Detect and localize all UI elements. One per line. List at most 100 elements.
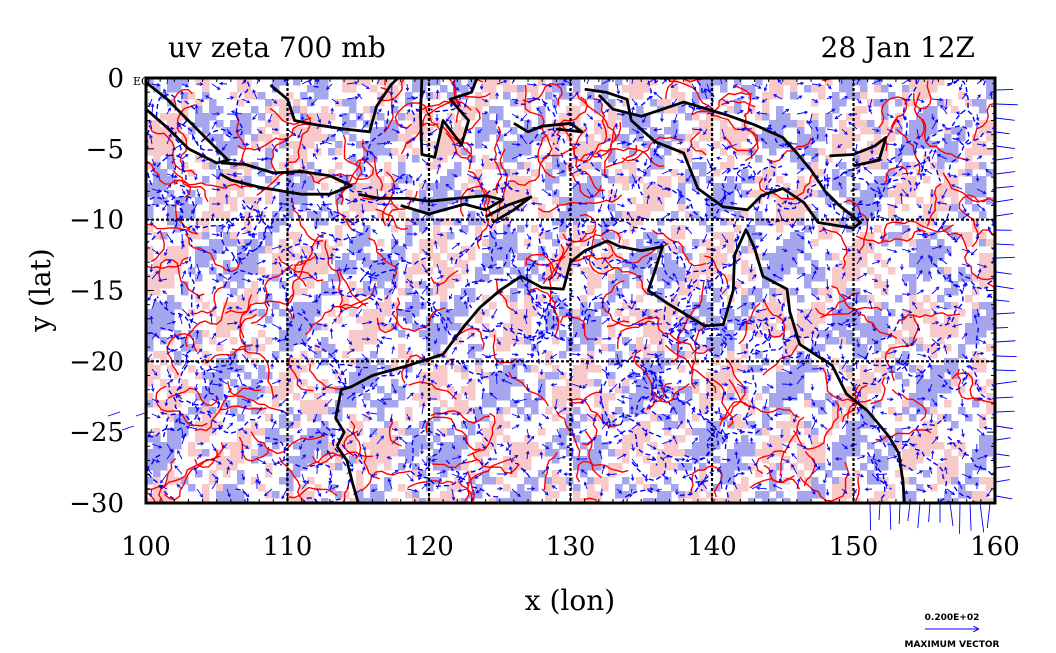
vorticity-contour (167, 387, 218, 407)
vorticity-contour (633, 349, 656, 401)
vorticity-contour (767, 138, 812, 163)
vorticity-cell (706, 393, 714, 401)
vorticity-cell (230, 484, 238, 492)
vorticity-cell (846, 134, 854, 142)
vorticity-cell (762, 491, 770, 499)
wind-vector-head (655, 153, 660, 157)
vorticity-cell (314, 127, 322, 135)
wind-vector (449, 120, 453, 130)
vorticity-cell (727, 232, 735, 240)
vorticity-cell (160, 169, 168, 177)
vorticity-cell (804, 309, 812, 317)
vorticity-cell (790, 393, 798, 401)
vorticity-cell (615, 134, 623, 142)
wind-vector (586, 113, 593, 120)
vorticity-cell (293, 232, 301, 240)
wind-vector-head (156, 83, 161, 87)
vorticity-cell (804, 498, 812, 503)
vorticity-cell (419, 400, 427, 408)
vorticity-cell (762, 113, 770, 121)
vorticity-cell (909, 498, 917, 503)
vorticity-cell (706, 225, 714, 233)
wind-vector-head (824, 133, 829, 137)
wind-vector (316, 113, 321, 123)
vorticity-cell (153, 260, 161, 268)
vorticity-cell (195, 295, 203, 303)
wind-vector (985, 169, 993, 175)
vorticity-cell (517, 407, 525, 415)
vorticity-cell (167, 477, 175, 485)
vorticity-cell (363, 337, 371, 345)
vorticity-cell (979, 442, 987, 450)
vorticity-cell (699, 463, 707, 471)
vorticity-cell (258, 169, 266, 177)
wind-vector-head (235, 128, 240, 133)
vorticity-cell (629, 85, 637, 93)
vorticity-contour (912, 80, 932, 110)
vorticity-contour (605, 145, 638, 169)
vorticity-cell (965, 99, 973, 107)
vorticity-cell (860, 344, 868, 352)
wind-vector (172, 143, 183, 151)
vorticity-contour (238, 436, 270, 462)
wind-vector-head (834, 128, 839, 133)
wind-vector-head (848, 121, 852, 126)
vorticity-cell (923, 211, 931, 219)
vorticity-cell (384, 134, 392, 142)
vorticity-cell (349, 442, 357, 450)
wind-vector (673, 113, 678, 124)
wind-vector-head (868, 108, 873, 113)
vorticity-cell (629, 113, 637, 121)
vorticity-cell (860, 78, 868, 86)
vorticity-cell (853, 211, 861, 219)
vorticity-cell (363, 414, 371, 422)
vorticity-cell (293, 337, 301, 345)
vorticity-cell (538, 295, 546, 303)
wind-vector-head (503, 79, 508, 84)
vorticity-cell (244, 344, 252, 352)
wind-vector-head (216, 112, 221, 116)
vorticity-contour (948, 124, 970, 181)
vorticity-cell (503, 463, 511, 471)
wind-vector-head (877, 79, 882, 83)
vorticity-contour (552, 142, 601, 172)
vorticity-cell (580, 372, 588, 380)
vorticity-cell (839, 127, 847, 135)
wind-vector-head (252, 116, 256, 121)
vorticity-cell (391, 246, 399, 254)
vorticity-cell (293, 442, 301, 450)
vorticity-cell (321, 260, 329, 268)
vorticity-cell (839, 330, 847, 338)
wind-vector (691, 157, 703, 160)
vorticity-cell (804, 449, 812, 457)
wind-vector (616, 173, 624, 176)
vorticity-cell (818, 232, 826, 240)
vorticity-cell (167, 281, 175, 289)
vorticity-cell (356, 204, 364, 212)
vorticity-cell (664, 456, 672, 464)
vorticity-cell (622, 141, 630, 149)
vorticity-contour (665, 78, 678, 100)
wind-vector (556, 136, 560, 145)
wind-vector-head (477, 177, 481, 182)
vorticity-cell (811, 456, 819, 464)
vorticity-cell (944, 204, 952, 212)
vorticity-cell (447, 449, 455, 457)
wind-vector-head (660, 118, 664, 123)
vorticity-cell (755, 197, 763, 205)
vorticity-cell (258, 134, 266, 142)
vorticity-cell (174, 477, 182, 485)
vorticity-cell (307, 449, 315, 457)
vorticity-contour (320, 227, 369, 241)
vorticity-cell (153, 141, 161, 149)
vorticity-cell (601, 414, 609, 422)
vorticity-cell (853, 113, 861, 121)
vorticity-cell (622, 449, 630, 457)
vorticity-cell (244, 211, 252, 219)
vorticity-cell (650, 190, 658, 198)
vorticity-cell (874, 463, 882, 471)
vorticity-cell (489, 302, 497, 310)
vorticity-cell (300, 113, 308, 121)
vorticity-cell (244, 120, 252, 128)
vorticity-cell (916, 253, 924, 261)
